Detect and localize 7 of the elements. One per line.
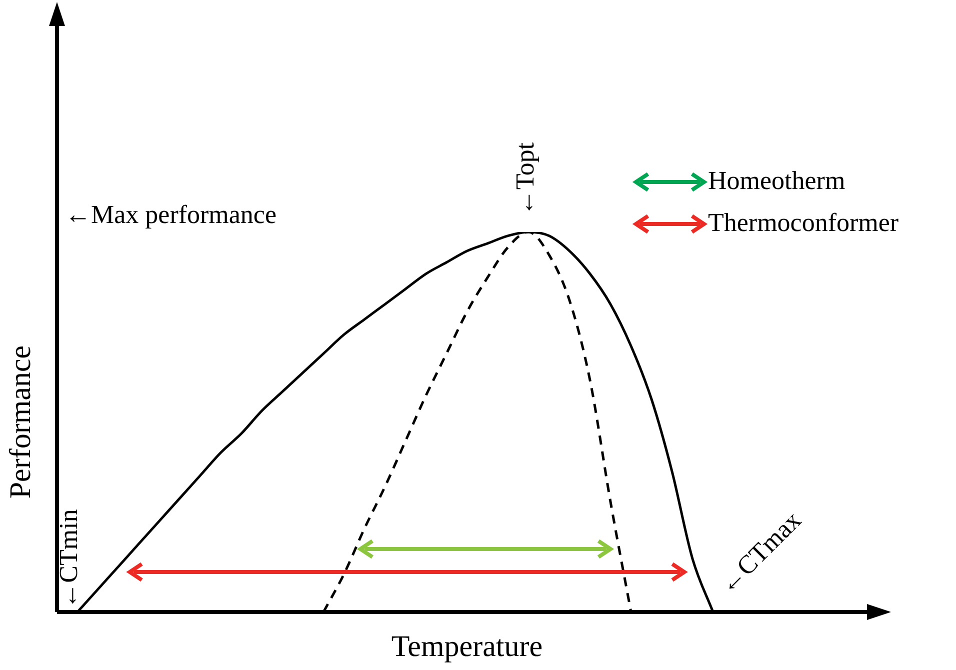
text: ←Max performance <box>65 200 277 229</box>
text: Homeotherm <box>708 166 846 195</box>
y-axis-title: Performance <box>4 345 37 499</box>
annotation: Thermoconformer <box>708 208 899 237</box>
annotation: ←CTmin <box>53 509 82 609</box>
text: ←Topt <box>510 142 540 216</box>
x-axis-title: Temperature <box>391 630 543 663</box>
